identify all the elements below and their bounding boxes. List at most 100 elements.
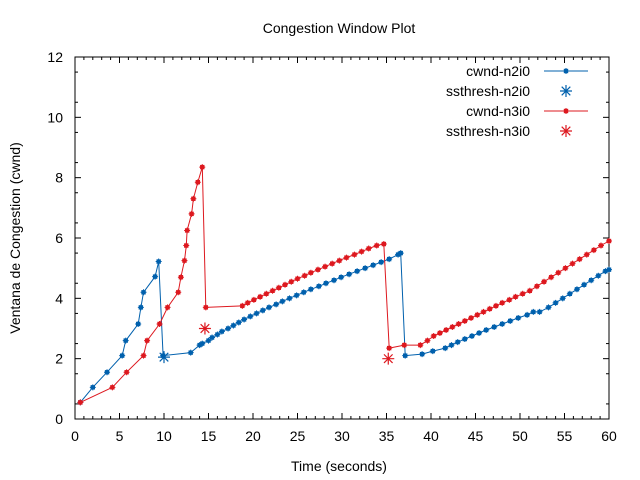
series-ssthresh-n2i0 — [158, 351, 170, 364]
y-tick-label: 12 — [47, 49, 63, 65]
data-point-cwnd-n2i0-arms — [119, 352, 126, 359]
legend-label: ssthresh-n3i0 — [446, 123, 530, 139]
data-point-cwnd-n2i0-arms — [247, 313, 254, 320]
series-cwnd-n3i0 — [77, 164, 612, 406]
data-point-cwnd-n3i0-arms — [386, 345, 393, 352]
data-point-cwnd-n3i0-arms — [181, 257, 188, 264]
data-point-cwnd-n3i0-arms — [455, 320, 462, 327]
data-point-cwnd-n3i0-arms — [590, 247, 597, 254]
data-point-cwnd-n2i0-arms — [253, 310, 260, 317]
data-point-cwnd-n2i0-arms — [524, 311, 531, 318]
data-point-cwnd-n3i0-arms — [548, 274, 555, 281]
data-point-ssthresh-n3i0 — [382, 352, 395, 365]
data-point-cwnd-n2i0-arms — [307, 286, 314, 293]
data-point-cwnd-n2i0-arms — [461, 336, 468, 343]
data-point-cwnd-n2i0-arms — [89, 384, 96, 391]
data-point-cwnd-n3i0-arms — [177, 274, 184, 281]
data-point-cwnd-n2i0-arms — [273, 301, 280, 308]
data-point-cwnd-n3i0-arms — [199, 164, 206, 171]
data-point-cwnd-n2i0-arms — [279, 298, 286, 305]
legend: cwnd-n2i0 ssthresh-n2i0 cwnd-n3i0 ssthresh-… — [446, 63, 588, 139]
series-cwnd-n2i0 — [77, 250, 612, 406]
legend-marker-cwnd-n3i0-arms — [563, 108, 569, 114]
data-point-cwnd-n2i0-arms — [346, 271, 353, 278]
data-point-cwnd-n3i0-arms — [144, 337, 151, 344]
y-tick-label: 8 — [55, 170, 63, 186]
data-point-cwnd-n2i0-arms — [573, 286, 580, 293]
data-point-cwnd-n2i0-arms — [225, 325, 232, 332]
x-axis-label: Time (seconds) — [291, 458, 387, 474]
data-point-cwnd-n3i0-arms — [436, 330, 443, 337]
chart-title: Congestion Window Plot — [263, 20, 416, 36]
data-point-cwnd-n3i0-arms — [506, 296, 513, 303]
data-point-cwnd-n3i0-arms — [449, 323, 456, 330]
x-tick-label: 20 — [245, 428, 261, 444]
data-point-cwnd-n3i0-arms — [183, 242, 190, 249]
data-point-cwnd-n2i0-arms — [140, 289, 147, 296]
data-point-cwnd-n3i0-arms — [275, 284, 282, 291]
data-point-cwnd-n2i0-arms — [122, 337, 129, 344]
data-point-cwnd-n3i0-arms — [294, 275, 301, 282]
data-point-cwnd-n3i0-arms — [109, 384, 116, 391]
data-point-cwnd-n3i0-arms — [519, 290, 526, 297]
data-point-cwnd-n3i0-arms — [380, 241, 387, 248]
y-tick-label: 10 — [47, 109, 63, 125]
data-point-cwnd-n2i0-arms — [386, 256, 393, 263]
data-point-cwnd-n2i0-arms — [214, 331, 221, 338]
x-tick-label: 40 — [423, 428, 439, 444]
data-point-cwnd-n3i0-arms — [188, 210, 195, 217]
data-point-cwnd-n3i0-arms — [164, 304, 171, 311]
data-point-cwnd-n3i0-arms — [269, 287, 276, 294]
y-tick-label: 2 — [55, 351, 63, 367]
data-point-cwnd-n3i0-arms — [417, 342, 424, 349]
y-tick-label: 6 — [55, 230, 63, 246]
x-tick-label: 35 — [379, 428, 395, 444]
data-point-cwnd-n3i0-arms — [307, 269, 314, 276]
data-point-cwnd-n2i0-arms — [566, 290, 573, 297]
data-point-cwnd-n3i0-arms — [430, 333, 437, 340]
data-point-cwnd-n2i0-arms — [476, 330, 483, 337]
data-point-cwnd-n2i0-arms — [259, 307, 266, 314]
data-point-cwnd-n3i0-arms — [562, 265, 569, 272]
data-point-cwnd-n3i0-arms — [140, 352, 147, 359]
data-point-cwnd-n2i0-arms — [235, 319, 242, 326]
axis-ticks: 0 5 10 15 20 25 30 35 40 45 50 55 60 0 2 4 6 8 10 12 — [47, 49, 617, 444]
x-tick-label: 15 — [201, 428, 217, 444]
data-point-cwnd-n3i0-arms — [474, 311, 481, 318]
data-point-cwnd-n2i0-arms — [354, 268, 361, 275]
data-point-cwnd-n3i0-arms — [194, 179, 201, 186]
data-point-cwnd-n2i0-arms — [402, 352, 409, 359]
data-point-cwnd-n2i0-arms — [315, 283, 322, 290]
data-point-cwnd-n3i0-arms — [190, 195, 197, 202]
data-point-cwnd-n3i0-arms — [156, 320, 163, 327]
data-point-cwnd-n2i0-arms — [300, 289, 307, 296]
data-point-cwnd-n3i0-arms — [365, 245, 372, 252]
data-point-cwnd-n3i0-arms — [123, 369, 130, 376]
data-point-cwnd-n3i0-arms — [486, 305, 493, 312]
legend-marker-cwnd-n2i0-arms — [563, 68, 569, 74]
data-point-cwnd-n3i0-arms — [257, 293, 264, 300]
data-point-cwnd-n2i0-arms — [499, 320, 506, 327]
data-point-cwnd-n2i0-arms — [286, 295, 293, 302]
legend-label: cwnd-n2i0 — [466, 63, 530, 79]
data-point-cwnd-n2i0-arms — [536, 308, 543, 315]
data-point-cwnd-n3i0-arms — [301, 272, 308, 279]
data-point-cwnd-n3i0-arms — [424, 337, 431, 344]
data-point-cwnd-n2i0-arms — [588, 277, 595, 284]
data-point-cwnd-n2i0-arms — [559, 295, 566, 302]
data-point-cwnd-n3i0-arms — [314, 266, 321, 273]
x-tick-label: 25 — [290, 428, 306, 444]
data-point-cwnd-n3i0-arms — [239, 302, 246, 309]
data-point-cwnd-n3i0-arms — [468, 314, 475, 321]
data-point-cwnd-n3i0-arms — [343, 254, 350, 261]
data-point-cwnd-n2i0-arms — [507, 317, 514, 324]
y-axis-label: Ventana de Congestion (cwnd) — [7, 142, 23, 333]
data-point-cwnd-n3i0-arms — [606, 238, 612, 245]
data-point-cwnd-n2i0-arms — [483, 327, 490, 334]
series-line-cwnd-n2i0 — [79, 252, 610, 403]
data-point-cwnd-n2i0-arms — [152, 273, 159, 280]
data-point-cwnd-n2i0-arms — [205, 337, 212, 344]
x-tick-label: 55 — [557, 428, 573, 444]
data-point-cwnd-n2i0-arms — [230, 322, 237, 329]
data-point-cwnd-n3i0-arms — [492, 302, 499, 309]
